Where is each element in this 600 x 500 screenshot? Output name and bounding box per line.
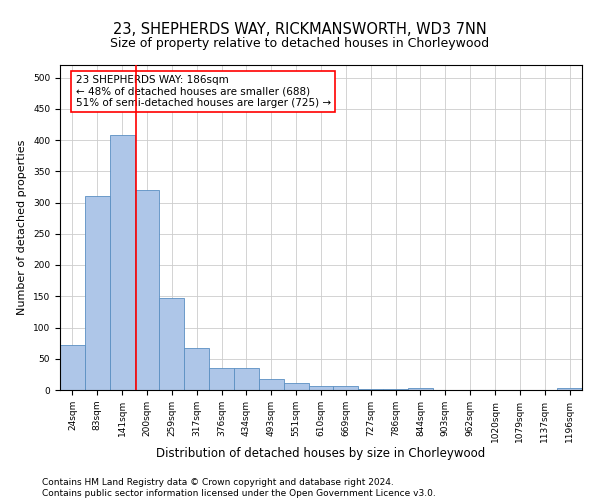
Text: Size of property relative to detached houses in Chorleywood: Size of property relative to detached ho… xyxy=(110,38,490,51)
Text: Contains HM Land Registry data © Crown copyright and database right 2024.
Contai: Contains HM Land Registry data © Crown c… xyxy=(42,478,436,498)
Bar xyxy=(234,368,259,390)
Bar xyxy=(557,388,582,390)
Text: 23 SHEPHERDS WAY: 186sqm
← 48% of detached houses are smaller (688)
51% of semi-: 23 SHEPHERDS WAY: 186sqm ← 48% of detach… xyxy=(76,74,331,108)
Bar xyxy=(110,135,134,390)
Bar xyxy=(184,348,209,390)
Bar xyxy=(134,190,160,390)
Y-axis label: Number of detached properties: Number of detached properties xyxy=(17,140,28,315)
Bar xyxy=(209,368,234,390)
Bar xyxy=(60,345,85,390)
Bar xyxy=(284,383,308,390)
X-axis label: Distribution of detached houses by size in Chorleywood: Distribution of detached houses by size … xyxy=(157,448,485,460)
Bar xyxy=(408,388,433,390)
Text: 23, SHEPHERDS WAY, RICKMANSWORTH, WD3 7NN: 23, SHEPHERDS WAY, RICKMANSWORTH, WD3 7N… xyxy=(113,22,487,38)
Bar xyxy=(160,298,184,390)
Bar xyxy=(259,379,284,390)
Bar xyxy=(334,386,358,390)
Bar xyxy=(85,196,110,390)
Bar xyxy=(308,386,334,390)
